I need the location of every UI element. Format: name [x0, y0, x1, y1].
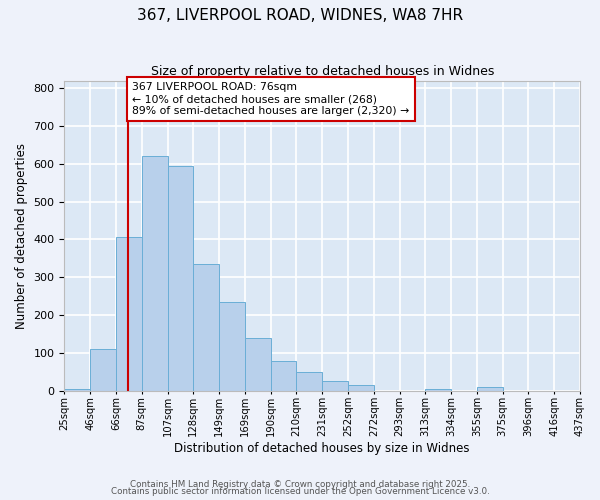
Text: Contains HM Land Registry data © Crown copyright and database right 2025.: Contains HM Land Registry data © Crown c… [130, 480, 470, 489]
Bar [296, 372, 322, 390]
Bar [167, 166, 193, 390]
Bar [90, 349, 116, 391]
Bar [219, 302, 245, 390]
Bar [477, 388, 503, 390]
Bar [142, 156, 167, 390]
Bar [322, 381, 348, 390]
Text: 367, LIVERPOOL ROAD, WIDNES, WA8 7HR: 367, LIVERPOOL ROAD, WIDNES, WA8 7HR [137, 8, 463, 22]
Text: 367 LIVERPOOL ROAD: 76sqm
← 10% of detached houses are smaller (268)
89% of semi: 367 LIVERPOOL ROAD: 76sqm ← 10% of detac… [132, 82, 409, 116]
Bar [425, 388, 451, 390]
Y-axis label: Number of detached properties: Number of detached properties [15, 142, 28, 328]
Bar [271, 360, 296, 390]
Text: Contains public sector information licensed under the Open Government Licence v3: Contains public sector information licen… [110, 488, 490, 496]
Title: Size of property relative to detached houses in Widnes: Size of property relative to detached ho… [151, 65, 494, 78]
Bar [348, 385, 374, 390]
Bar [64, 388, 90, 390]
Bar [245, 338, 271, 390]
X-axis label: Distribution of detached houses by size in Widnes: Distribution of detached houses by size … [175, 442, 470, 455]
Bar [193, 264, 219, 390]
Bar [116, 238, 142, 390]
